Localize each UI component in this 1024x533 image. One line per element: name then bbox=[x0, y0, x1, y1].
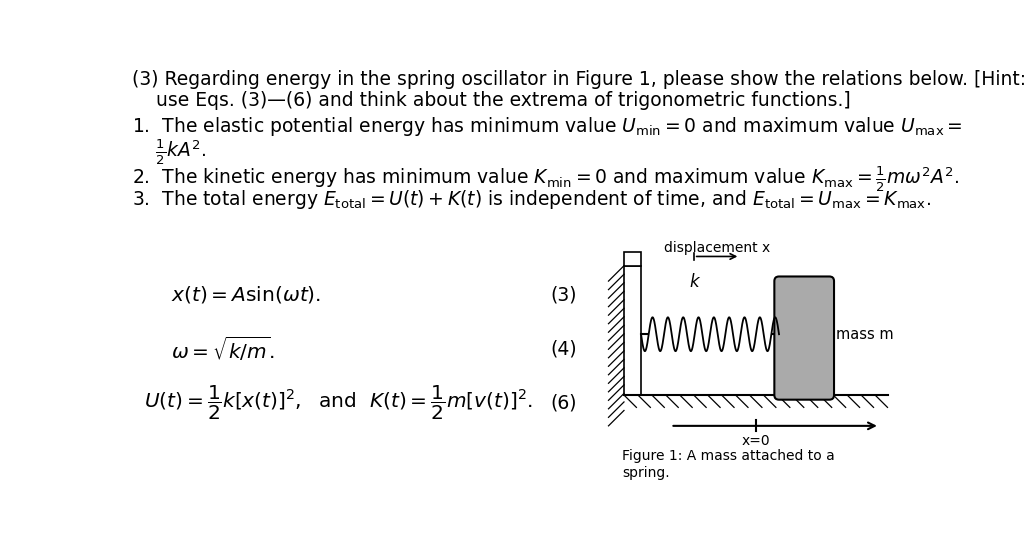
Text: $\frac{1}{2}kA^2$.: $\frac{1}{2}kA^2$. bbox=[132, 137, 206, 167]
Text: use Eqs. (3)—(6) and think about the extrema of trigonometric functions.]: use Eqs. (3)—(6) and think about the ext… bbox=[132, 91, 851, 110]
Text: (4): (4) bbox=[550, 340, 577, 358]
Text: (6): (6) bbox=[550, 393, 577, 412]
Bar bbox=[624, 265, 641, 395]
Text: 3.  The total energy $E_{\mathrm{total}} = U(t) + K(t)$ is independent of time, : 3. The total energy $E_{\mathrm{total}} … bbox=[132, 188, 931, 211]
Text: (3): (3) bbox=[550, 286, 577, 304]
Text: 2.  The kinetic energy has minimum value $K_{\mathrm{min}} = 0$ and maximum valu: 2. The kinetic energy has minimum value … bbox=[132, 164, 958, 193]
Text: k: k bbox=[689, 273, 698, 292]
Text: $x(t) = A\sin(\omega t).$: $x(t) = A\sin(\omega t).$ bbox=[171, 285, 321, 305]
Text: $U(t) = \dfrac{1}{2}k[x(t)]^2,\ \ \mathrm{and}\ \ K(t) = \dfrac{1}{2}m[v(t)]^2.$: $U(t) = \dfrac{1}{2}k[x(t)]^2,\ \ \mathr… bbox=[143, 384, 532, 422]
Text: (3) Regarding energy in the spring oscillator in Figure 1, please show the relat: (3) Regarding energy in the spring oscil… bbox=[132, 70, 1024, 89]
Text: spring.: spring. bbox=[623, 466, 670, 480]
Text: $\omega = \sqrt{k/m}.$: $\omega = \sqrt{k/m}.$ bbox=[171, 335, 274, 363]
Bar bbox=[624, 252, 641, 265]
Text: x=0: x=0 bbox=[741, 433, 770, 448]
Text: displacement x: displacement x bbox=[664, 241, 770, 255]
Text: mass m: mass m bbox=[836, 327, 893, 342]
FancyBboxPatch shape bbox=[774, 277, 834, 400]
Text: 1.  The elastic potential energy has minimum value $U_{\mathrm{min}} = 0$ and ma: 1. The elastic potential energy has mini… bbox=[132, 115, 963, 138]
Text: Figure 1: A mass attached to a: Figure 1: A mass attached to a bbox=[623, 449, 836, 463]
